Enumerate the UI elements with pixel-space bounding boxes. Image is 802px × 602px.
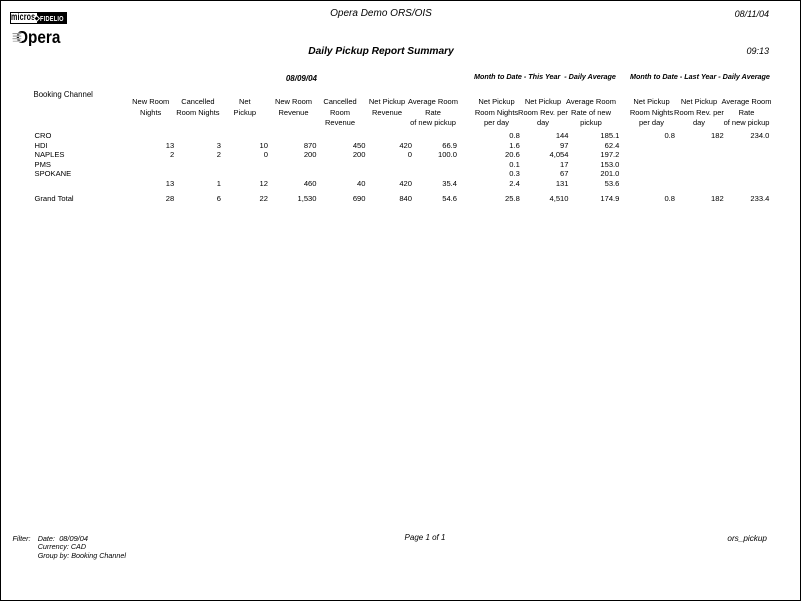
svg-text:Opera: Opera [16, 28, 61, 46]
